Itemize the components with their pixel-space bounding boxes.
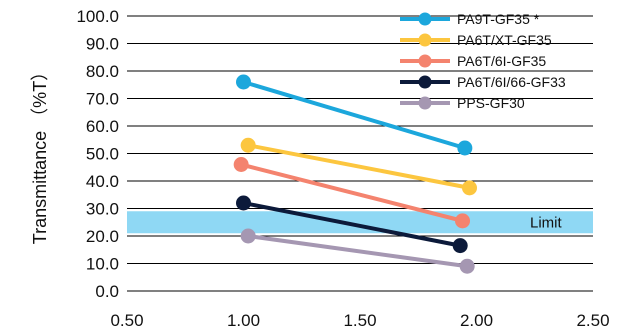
gridlines bbox=[127, 15, 593, 292]
series-1 bbox=[240, 137, 478, 196]
legend-label: PA6T/XT-GF35 bbox=[457, 32, 552, 48]
series-line bbox=[242, 80, 466, 150]
data-point bbox=[455, 213, 471, 229]
x-tick-label: 2.50 bbox=[576, 311, 609, 330]
series-line bbox=[247, 143, 470, 190]
y-tick-label: 0.0 bbox=[95, 282, 119, 301]
y-axis-ticks: 0.0 10.0 20.0 30.0 40.0 50.0 60.0 70.0 80.0 90.0 1… bbox=[76, 7, 119, 301]
data-point bbox=[233, 157, 249, 172]
legend-item: PA6T/XT-GF35 bbox=[400, 32, 552, 48]
data-point bbox=[236, 74, 251, 90]
x-tick-label: 1.50 bbox=[343, 311, 376, 330]
legend-swatch-marker bbox=[418, 96, 432, 110]
y-tick-label: 50.0 bbox=[86, 145, 119, 164]
y-tick-label: 70.0 bbox=[86, 90, 119, 109]
legend-swatch-marker bbox=[418, 33, 432, 47]
legend-label: PA6T/6I/66-GF33 bbox=[457, 74, 566, 90]
legend: PA9T-GF35 * PA6T/XT-GF35 PA6T/6I-GF35 PA6T/… bbox=[400, 11, 566, 111]
series-3 bbox=[236, 195, 468, 254]
y-tick-label: 40.0 bbox=[86, 172, 119, 191]
x-tick-label: 0.50 bbox=[110, 311, 143, 330]
x-tick-label: 1.00 bbox=[227, 311, 260, 330]
series-line bbox=[243, 201, 461, 248]
series-2 bbox=[233, 157, 471, 229]
series-line bbox=[240, 162, 464, 223]
y-tick-label: 20.0 bbox=[86, 227, 119, 246]
limit-band: Limit bbox=[127, 211, 593, 234]
legend-swatch-marker bbox=[418, 12, 432, 26]
legend-label: PA6T/6I-GF35 bbox=[457, 53, 546, 69]
y-tick-label: 60.0 bbox=[86, 117, 119, 136]
y-tick-label: 80.0 bbox=[86, 62, 119, 81]
legend-label: PPS-GF30 bbox=[457, 95, 525, 111]
data-point bbox=[462, 180, 478, 196]
series-line bbox=[247, 234, 468, 269]
legend-label: PA9T-GF35 * bbox=[457, 11, 540, 27]
limit-band-rect bbox=[127, 211, 593, 234]
y-tick-label: 30.0 bbox=[86, 200, 119, 219]
x-tick-label: 2.00 bbox=[460, 311, 493, 330]
legend-item: PA6T/6I/66-GF33 bbox=[400, 74, 566, 90]
legend-item: PA6T/6I-GF35 bbox=[400, 53, 546, 69]
legend-item: PPS-GF30 bbox=[400, 95, 525, 111]
series-4 bbox=[240, 228, 475, 274]
data-point bbox=[452, 238, 468, 254]
series-lines bbox=[233, 74, 478, 274]
legend-item: PA9T-GF35 * bbox=[400, 11, 540, 27]
data-point bbox=[240, 137, 256, 153]
y-tick-label: 90.0 bbox=[86, 35, 119, 54]
x-axis-ticks: 0.50 1.00 1.50 2.00 2.50 bbox=[110, 311, 609, 330]
data-point bbox=[236, 195, 251, 211]
y-tick-label: 100.0 bbox=[76, 7, 119, 26]
series-0 bbox=[236, 74, 473, 156]
data-point bbox=[457, 140, 473, 156]
legend-swatch-marker bbox=[418, 75, 432, 89]
data-point bbox=[240, 228, 256, 244]
y-tick-label: 10.0 bbox=[86, 255, 119, 274]
data-point bbox=[459, 258, 475, 274]
legend-swatch-marker bbox=[418, 54, 432, 68]
y-axis-label: Transmittance （%T） bbox=[30, 63, 50, 244]
limit-band-label: Limit bbox=[530, 214, 563, 231]
